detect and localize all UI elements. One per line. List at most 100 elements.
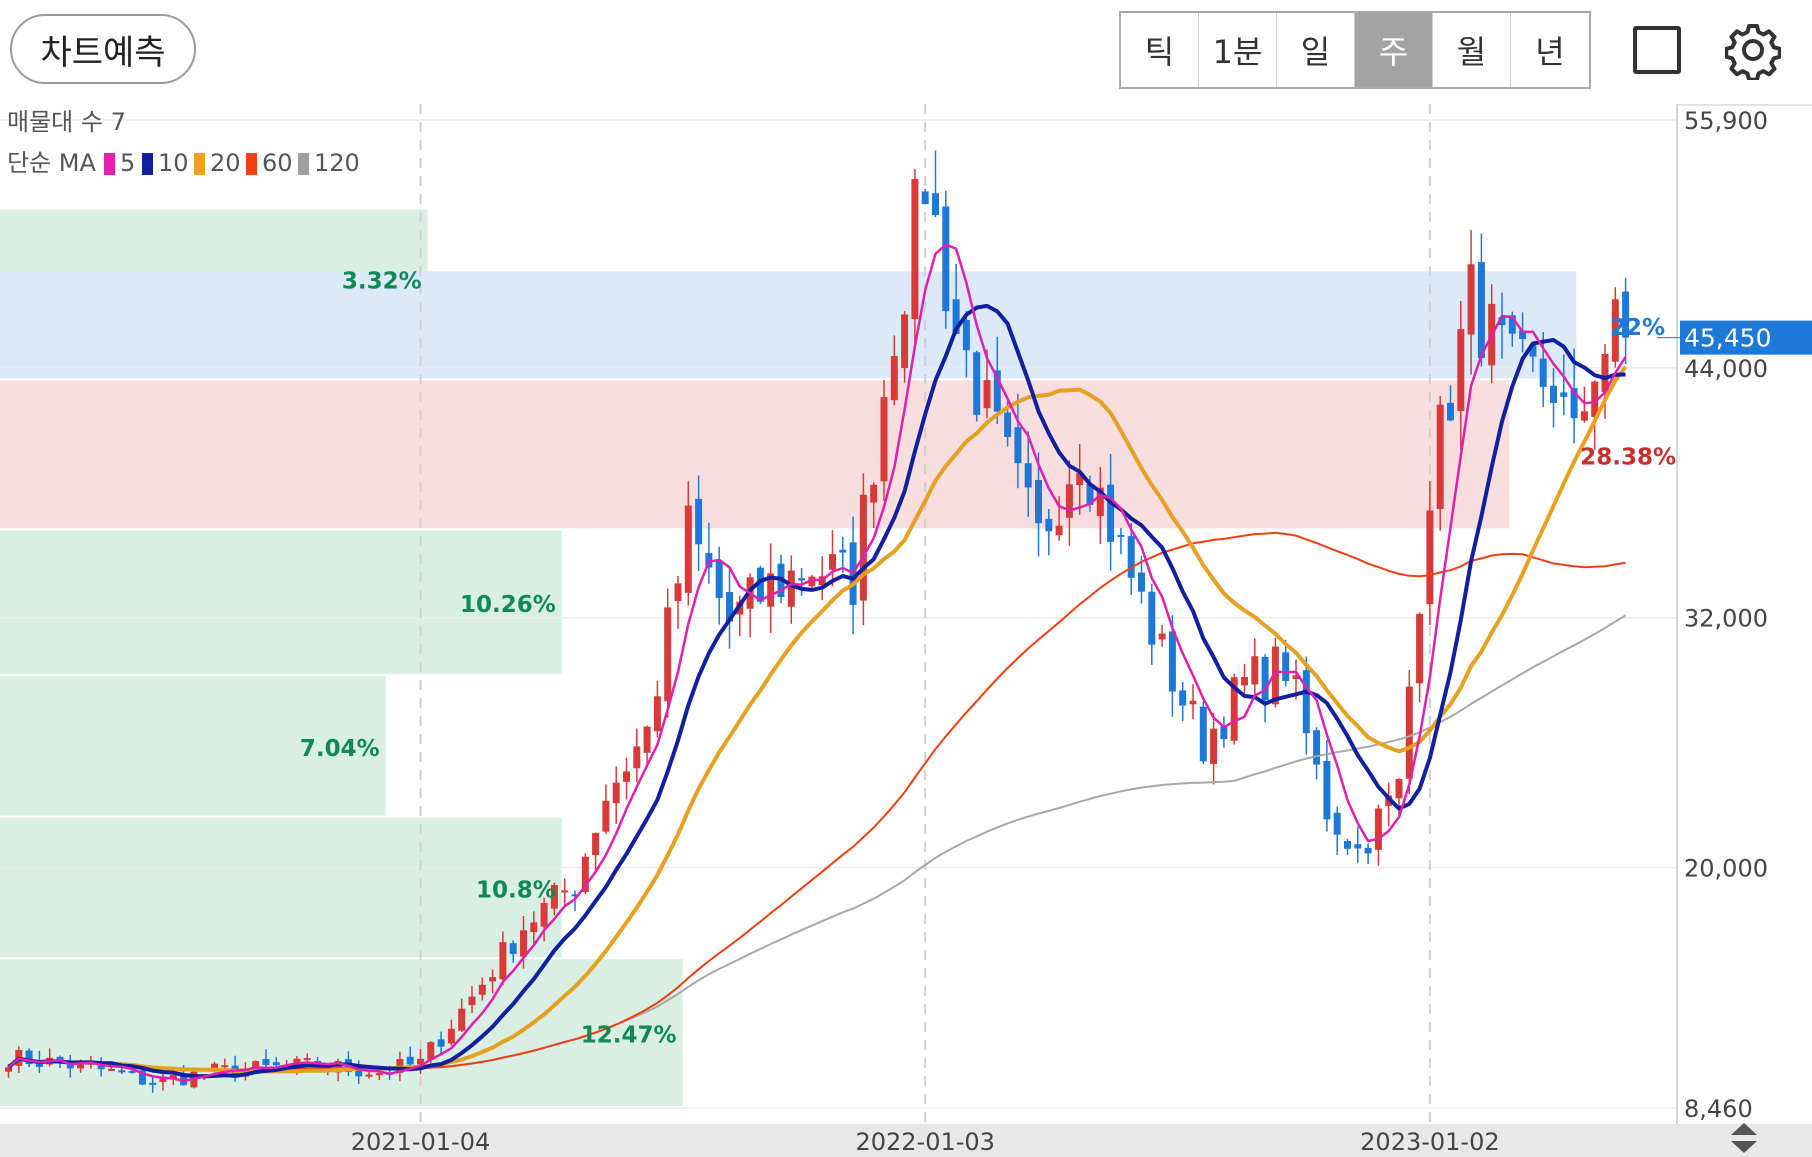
candle-body [756, 567, 764, 602]
candle-body [128, 1070, 136, 1073]
scroll-arrows-icon[interactable] [1731, 1123, 1757, 1153]
candle-body [66, 1062, 74, 1069]
candle-body [1158, 633, 1166, 640]
candle-body [489, 977, 497, 982]
volume-profile-label: 22% [1610, 315, 1665, 341]
candle-body [1035, 480, 1042, 524]
candle-body [159, 1076, 167, 1083]
ma-legend-label: 120 [314, 149, 360, 177]
candle-body [592, 832, 600, 856]
candle-body [550, 885, 558, 909]
candle-body [653, 696, 661, 732]
period-tab-week[interactable]: 주 [1355, 13, 1433, 87]
period-tab-1min[interactable]: 1분 [1199, 13, 1277, 87]
candle-body [1580, 411, 1588, 421]
period-tab-tick[interactable]: 틱 [1121, 13, 1199, 87]
moving-average-layer [7, 243, 1628, 1083]
current-price-tag: 45,450 [1657, 320, 1812, 355]
candle-body [1467, 264, 1475, 335]
candle-body [1426, 510, 1434, 605]
gear-icon[interactable] [1725, 20, 1781, 80]
candle-body [767, 573, 775, 607]
candle-body [581, 856, 589, 893]
price-axis-label: 44,000 [1684, 355, 1768, 383]
candle-body [1560, 392, 1568, 397]
candle-body [973, 352, 981, 415]
candle-body [612, 782, 620, 804]
period-tab-year[interactable]: 년 [1511, 13, 1589, 87]
candle-body [623, 771, 630, 782]
square-icon[interactable] [1633, 26, 1681, 74]
volume-profile-bar [0, 676, 386, 816]
period-tab-day[interactable]: 일 [1277, 13, 1355, 87]
ma-legend-label: 60 [262, 149, 293, 177]
candlestick-layer [5, 150, 1630, 1093]
candle-body [1261, 657, 1269, 701]
candle-body [1622, 291, 1630, 338]
volume-profile-label: 28.38% [1580, 444, 1676, 470]
candle-body [1251, 656, 1259, 685]
ma-legend-swatch [194, 153, 205, 175]
candle-body [695, 498, 703, 545]
volume-profile-bar [0, 817, 562, 958]
candle-body [901, 314, 909, 369]
candle-body [252, 1061, 260, 1071]
candle-body [880, 397, 888, 482]
volume-profile-label: 12.47% [581, 1023, 677, 1049]
candle-body [1302, 670, 1310, 734]
candle-body [478, 984, 486, 995]
candle-body [870, 484, 878, 503]
candle-body [1189, 700, 1197, 705]
candle-body [1364, 847, 1372, 854]
ma-legend-swatch [298, 153, 309, 175]
candle-body [715, 560, 723, 599]
candle-body [808, 576, 816, 587]
candle-body [530, 922, 538, 933]
candle-body [1024, 463, 1032, 488]
volume-profile-bar [0, 530, 562, 675]
date-axis: 2021-01-04 2022-01-03 2023-01-02 [351, 1128, 1500, 1156]
chart-predict-button[interactable]: 차트예측 [10, 14, 196, 84]
candle-body [1436, 404, 1444, 509]
candle-body [921, 191, 929, 205]
candle-body [1333, 812, 1341, 835]
candle-body [1457, 329, 1465, 412]
volume-profile-label: 7.04% [300, 736, 380, 762]
candle-body [1477, 262, 1485, 359]
candle-body [437, 1039, 445, 1047]
ma-legend-label: 20 [210, 149, 241, 177]
candle-body [1498, 317, 1506, 326]
period-tab-month[interactable]: 월 [1433, 13, 1511, 87]
candle-body [1230, 677, 1238, 741]
ma-legend-swatch [142, 153, 153, 175]
candle-body [1508, 315, 1516, 334]
candle-body [1210, 728, 1218, 764]
candle-body [890, 356, 898, 401]
ma-legend-prefix: 단순 MA [7, 149, 96, 177]
candle-body [1086, 484, 1094, 505]
candle-body [726, 592, 733, 622]
candle-body [1055, 525, 1063, 536]
ma-legend-label: 10 [158, 149, 189, 177]
candle-body [983, 380, 991, 409]
candle-body [334, 1061, 342, 1073]
candle-body [571, 894, 579, 897]
candle-body [1313, 730, 1321, 765]
candle-body [1076, 472, 1084, 486]
candle-body [427, 1042, 435, 1060]
candle-body [25, 1050, 33, 1065]
candle-body [520, 930, 527, 957]
candle-body [1447, 402, 1454, 421]
volume-profile-count-label: 매물대 수 7 [7, 108, 126, 136]
candle-body [1519, 330, 1527, 340]
candle-body [932, 193, 939, 216]
candle-body [962, 319, 970, 351]
candle-body [633, 746, 641, 769]
candle-body [262, 1059, 270, 1065]
volume-profile-bar [0, 380, 1510, 529]
candle-body [468, 996, 476, 1006]
price-axis-label: 32,000 [1684, 605, 1768, 633]
volume-profile-label: 10.8% [476, 877, 556, 903]
candle-body [1271, 646, 1279, 705]
price-chart[interactable]: 3.32% 22% 28.38% 10.26% 7.04% 10.8% 12.47% 55,… [0, 104, 1812, 1157]
